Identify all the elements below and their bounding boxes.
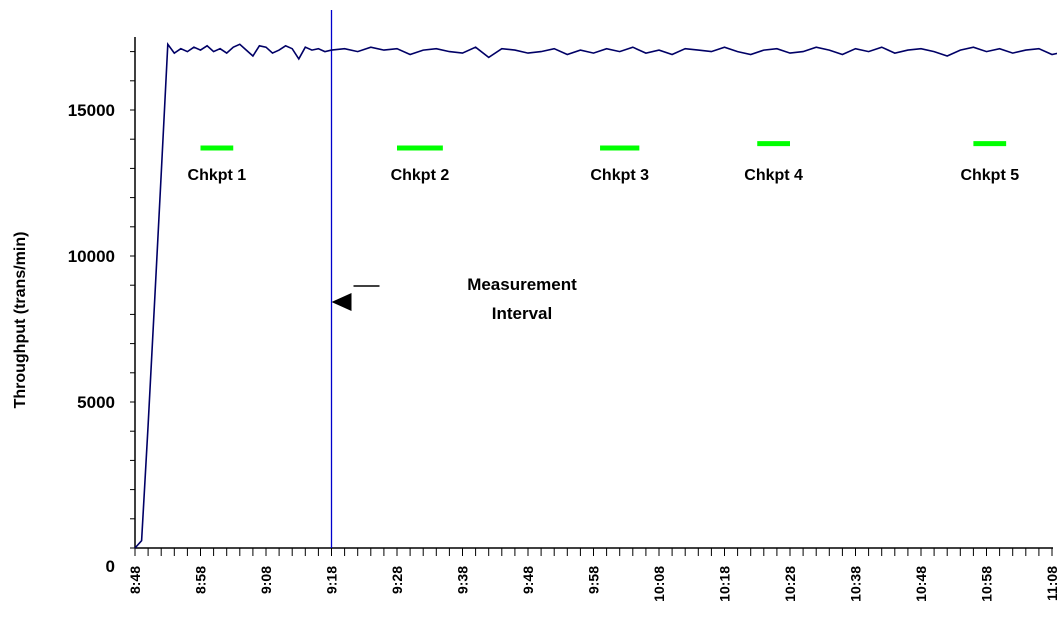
y-tick-label: 10000	[68, 247, 115, 266]
checkpoint-label-1: Chkpt 1	[188, 167, 247, 184]
x-tick-label: 10:38	[848, 566, 864, 602]
axes: 0 5000 10000 15000 8:48 8:58 9:08 9:18 9:28 9:38 9…	[68, 37, 1057, 602]
x-tick-label: 9:58	[586, 566, 602, 594]
x-tick-label: 10:18	[717, 566, 733, 602]
measurement-label-line2: Interval	[492, 304, 552, 323]
annotations: Measurement Interval	[331, 275, 577, 323]
left-arrow-head	[331, 293, 352, 311]
measurement-boundary-lines	[330, 10, 333, 548]
throughput-line	[134, 42, 1057, 549]
x-tick-label: 9:28	[389, 566, 405, 594]
checkpoint-label-4: Chkpt 4	[744, 167, 803, 184]
x-tick-label: 9:48	[520, 566, 536, 594]
y-axis-title: Throughput (trans/min)	[12, 232, 29, 409]
throughput-series	[134, 42, 1057, 549]
x-tick-label: 8:48	[127, 566, 143, 594]
x-tick-label: 10:48	[913, 566, 929, 602]
x-tick-label: 11:08	[1044, 566, 1057, 601]
x-tick-label: 10:28	[782, 566, 798, 602]
y-tick-label: 15000	[68, 101, 115, 120]
y-tick-label: 0	[106, 557, 115, 576]
x-tick-label: 10:08	[651, 566, 667, 602]
checkpoint-label-2: Chkpt 2	[391, 167, 450, 184]
x-tick-label: 9:18	[324, 566, 340, 594]
checkpoint-label-3: Chkpt 3	[590, 167, 649, 184]
x-tick-label: 8:58	[193, 566, 209, 594]
x-tick-label: 9:38	[455, 566, 471, 594]
y-tick-label: 5000	[77, 393, 115, 412]
checkpoints: Chkpt 1 Chkpt 2 Chkpt 3 Chkpt 4 Chkpt 5	[188, 141, 1019, 184]
checkpoint-label-5: Chkpt 5	[960, 167, 1019, 184]
measurement-label-line1: Measurement	[467, 275, 577, 294]
x-tick-label: 9:08	[258, 566, 274, 594]
x-tick-label: 10:58	[979, 566, 995, 602]
